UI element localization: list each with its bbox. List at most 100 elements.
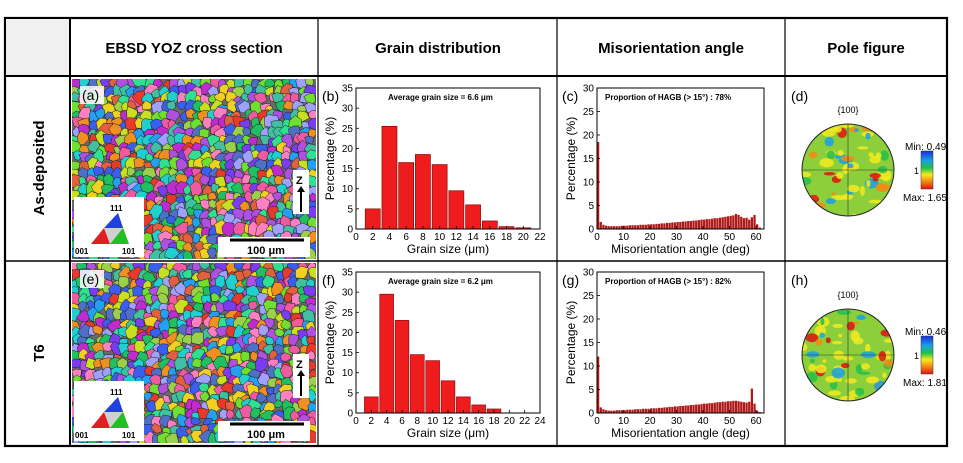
annotation-c: Proportion of HAGB (> 15°) : 78% bbox=[605, 93, 731, 102]
header-grain: Grain distribution bbox=[375, 40, 501, 57]
bar-g-38 bbox=[695, 404, 698, 413]
row-label-t6: T6 bbox=[31, 344, 48, 362]
panel-label-a: (a) bbox=[82, 87, 99, 103]
bar-g-34 bbox=[684, 405, 687, 413]
bar-c-18 bbox=[642, 224, 645, 229]
bar-f-6 bbox=[394, 320, 410, 414]
pole-title-d: {100} bbox=[837, 105, 858, 115]
bar-g-49 bbox=[724, 401, 727, 413]
bar-c-4 bbox=[604, 225, 608, 229]
xlabel-b: Grain size (μm) bbox=[407, 242, 489, 256]
pole-colorbar-d bbox=[920, 150, 934, 190]
ytick-label-b-20: 20 bbox=[342, 144, 354, 155]
ebsd-overlay-a: (a) 111 001 101 100 μm Z bbox=[74, 86, 310, 257]
pole-title-h: {100} bbox=[837, 290, 858, 300]
ytick-label-b-5: 5 bbox=[347, 204, 353, 215]
bar-f-12 bbox=[440, 380, 456, 414]
ipf-111-e: 111 bbox=[110, 388, 123, 397]
bar-g-37 bbox=[692, 405, 695, 413]
bar-g-22 bbox=[652, 408, 655, 413]
bar-c-54 bbox=[737, 214, 740, 229]
xtick-label-c-60: 60 bbox=[750, 232, 762, 243]
bar-g-10 bbox=[620, 410, 624, 413]
xtick-label-b-8: 8 bbox=[420, 232, 426, 243]
bar-c-39 bbox=[697, 220, 700, 229]
ytick-label-f-35: 35 bbox=[342, 268, 354, 279]
ytick-label-b-0: 0 bbox=[347, 225, 353, 236]
bar-g-9 bbox=[618, 410, 621, 413]
ytick-label-g-25: 25 bbox=[583, 291, 595, 302]
pole-figure-d: (d) {100} Min: 0.49 1 Max: 1.65 bbox=[791, 88, 947, 217]
bar-c-37 bbox=[692, 220, 695, 229]
bar-g-18 bbox=[642, 408, 645, 413]
bar-g-35 bbox=[687, 405, 690, 413]
panel-label-g: (g) bbox=[562, 272, 579, 288]
bar-c-58 bbox=[748, 219, 751, 229]
bar-g-23 bbox=[655, 408, 658, 413]
bar-g-15 bbox=[634, 409, 637, 413]
xtick-label-f-0: 0 bbox=[353, 416, 359, 427]
bar-g-50 bbox=[726, 401, 730, 413]
scale-bar-label-e: 100 μm bbox=[247, 429, 285, 441]
xtick-label-c-30: 30 bbox=[671, 232, 683, 243]
panel-label-f: (f) bbox=[322, 272, 335, 288]
bar-c-32 bbox=[679, 221, 682, 229]
ytick-label-b-30: 30 bbox=[342, 104, 354, 115]
bar-c-61 bbox=[756, 224, 759, 229]
xtick-label-f-18: 18 bbox=[488, 416, 500, 427]
bar-f-4 bbox=[379, 293, 394, 414]
xtick-label-b-0: 0 bbox=[353, 232, 359, 243]
bar-g-26 bbox=[663, 407, 666, 413]
panel-label-d: (d) bbox=[791, 88, 808, 104]
bar-g-43 bbox=[708, 403, 711, 413]
bar-g-32 bbox=[679, 405, 682, 413]
xlabel-f: Grain size (μm) bbox=[407, 426, 489, 440]
bar-c-52 bbox=[732, 215, 735, 229]
xtick-label-c-40: 40 bbox=[697, 232, 709, 243]
bar-g-28 bbox=[668, 406, 671, 413]
bar-c-42 bbox=[705, 219, 708, 229]
bar-g-55 bbox=[740, 401, 743, 413]
bar-g-5 bbox=[607, 410, 610, 413]
bar-c-1 bbox=[597, 142, 600, 229]
bar-g-58 bbox=[748, 401, 751, 413]
bar-g-4 bbox=[604, 410, 608, 413]
bar-g-11 bbox=[623, 410, 626, 413]
ylabel-b: Percentage (%) bbox=[323, 117, 337, 200]
bar-c-10 bbox=[620, 225, 624, 229]
axis-z-e: Z bbox=[296, 359, 303, 371]
bar-g-53 bbox=[734, 400, 738, 413]
pole-colorbar-h bbox=[920, 335, 934, 375]
bar-g-16 bbox=[636, 409, 640, 413]
bar-c-53 bbox=[734, 213, 738, 229]
ytick-label-c-30: 30 bbox=[583, 84, 595, 95]
bar-c-56 bbox=[742, 218, 746, 229]
plot-frame-g bbox=[596, 271, 765, 414]
bar-c-46 bbox=[716, 218, 719, 229]
chart-grain-t6: (f) 0 2 4 6 8 10 12 14 16 18 20 22 2405101520253035G… bbox=[322, 268, 546, 441]
ytick-label-c-15: 15 bbox=[583, 154, 595, 165]
axis-z-a: Z bbox=[296, 175, 303, 187]
ytick-label-g-30: 30 bbox=[583, 268, 595, 279]
ytick-label-f-5: 5 bbox=[347, 388, 353, 399]
bar-g-1 bbox=[597, 356, 600, 413]
xtick-label-f-8: 8 bbox=[415, 416, 421, 427]
bar-c-47 bbox=[718, 217, 722, 229]
bar-c-28 bbox=[668, 222, 671, 229]
annotation-b: Average grain size = 6.6 μm bbox=[388, 93, 493, 102]
ylabel-g: Percentage (%) bbox=[564, 301, 578, 384]
bar-c-26 bbox=[663, 223, 666, 229]
bar-c-23 bbox=[655, 223, 658, 229]
xtick-label-f-24: 24 bbox=[534, 416, 546, 427]
corner-cell bbox=[6, 19, 69, 75]
bar-c-25 bbox=[660, 223, 663, 229]
ytick-label-g-5: 5 bbox=[588, 385, 594, 396]
ytick-label-b-35: 35 bbox=[342, 84, 354, 95]
bar-c-11 bbox=[623, 225, 626, 229]
plot-frame-c bbox=[596, 87, 765, 230]
bar-c-55 bbox=[740, 216, 743, 229]
bar-c-16 bbox=[636, 225, 640, 229]
xtick-label-c-10: 10 bbox=[618, 232, 630, 243]
table-frame bbox=[3, 16, 949, 448]
